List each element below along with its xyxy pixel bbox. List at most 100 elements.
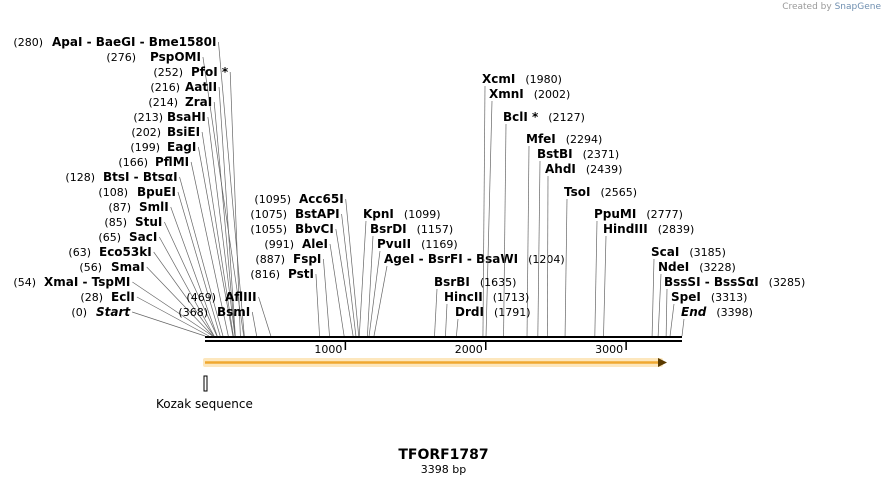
site-position: (2371) [583,148,620,161]
site-connector [537,160,541,337]
site-position: (87) [108,201,131,214]
site-eco53ki: Eco53kI (63) [68,245,215,337]
site-position: (3185) [689,246,726,259]
site-name: KpnI [363,207,394,221]
site-connector [323,258,330,337]
site-pfoi: PfoI * (252) [153,65,241,337]
site-name: BstBI [537,147,573,161]
site-position: (280) [13,36,43,49]
site-connector [485,100,493,337]
site-position: (56) [79,261,102,274]
site-name: PpuMI [594,207,636,221]
site-name: Acc65I [299,192,344,206]
site-connector [665,288,668,337]
site-position: (1169) [421,238,458,251]
site-position: (2002) [534,88,571,101]
map-title: TFORF1787 [398,447,489,463]
site-connector [329,243,345,337]
site-bsahi: BsaHI (213) [133,110,236,337]
site-connector [213,101,236,337]
site-connector [651,258,655,337]
site-position: (2565) [600,186,637,199]
site-connector [315,273,320,337]
site-name: AhdI [545,162,576,176]
site-connector [594,220,598,337]
site-agei: AgeI - BsrFI - BsaWI (1204) [373,252,565,337]
site-smli: SmlI (87) [108,200,218,337]
site-name: ApaI - BaeGI - Bme1580I [52,35,216,49]
site-name: BbvCI [295,222,334,236]
site-position: (63) [68,246,91,259]
site-name: TsoI [564,185,590,199]
site-bbvci: BbvCI (1055) [250,222,354,337]
site-connector [202,56,245,337]
site-position: (202) [131,126,161,139]
site-connector [198,146,234,337]
site-position: (28) [80,291,103,304]
site-name: StuI [135,215,162,229]
site-xmai: XmaI - TspMI (54) [13,275,213,337]
site-name: BsmI [217,305,250,319]
site-connector [434,288,438,337]
site-name: DrdI [455,305,484,319]
site-position: (2127) [548,111,585,124]
site-psti: PstI (816) [250,267,320,337]
site-position: (216) [150,81,180,94]
site-connector [341,213,357,337]
site-name: EagI [167,140,196,154]
site-bsrbi: BsrBI (1635) [434,275,517,337]
site-position: (199) [130,141,160,154]
site-connector [258,296,272,337]
site-bsssi: BssSI - BssSαI (3285) [664,275,805,337]
site-name: BsrDI [370,222,407,236]
site-connector [153,251,215,337]
site-position: (276) [106,51,136,64]
site-bcli: BclI * (2127) [503,110,585,337]
site-name: BstAPI [295,207,340,221]
map-length: 3398 bp [420,463,467,476]
site-name: FspI [293,252,321,266]
site-name: AleI [302,237,328,251]
site-name: BclI * [503,110,539,124]
site-connector [164,221,218,337]
site-connector [445,303,448,337]
site-position: (816) [250,268,280,281]
site-position: (1635) [480,276,517,289]
site-name: EclI [111,290,135,304]
site-connector [136,296,210,337]
site-saci: SacI (65) [98,230,215,337]
site-name: BssSI - BssSαI [664,275,759,289]
site-position: (3313) [711,291,748,304]
site-pflmi: PflMI (166) [118,155,229,337]
site-ecli: EclI (28) [80,290,210,337]
site-connector [603,235,607,337]
site-connector [190,161,229,337]
site-name: ZraI [185,95,212,109]
site-name: HincII [444,290,483,304]
site-connector [218,41,245,337]
backbone-bottom [205,340,682,342]
site-name: MfeI [526,132,556,146]
site-name: BpuEI [137,185,176,199]
site-bstbi: BstBI (2371) [537,147,620,337]
site-connector [547,175,549,337]
site-name: PfoI * [191,65,229,79]
site-alei: AleI (991) [264,237,345,337]
site-name: AgeI - BsrFI - BsaWI [384,252,518,266]
site-bpuei: BpuEI (108) [98,185,221,337]
site-name: BsaHI [167,110,206,124]
site-position: (166) [118,156,148,169]
site-name: PflMI [155,155,189,169]
site-position: (1055) [250,223,287,236]
site-name: SmaI [111,260,145,274]
site-position: (991) [264,238,294,251]
site-bsrdi: BsrDI (1157) [367,222,453,337]
site-position: (368) [178,306,208,319]
site-connector [358,220,367,337]
site-end: End (3398) [681,305,753,337]
snapgene-logo: SnapGene [834,2,881,12]
site-connector [373,265,388,337]
site-afliii: AflIII (469) [186,290,272,337]
site-btsi: BtsI - BtsαI (128) [65,170,224,337]
